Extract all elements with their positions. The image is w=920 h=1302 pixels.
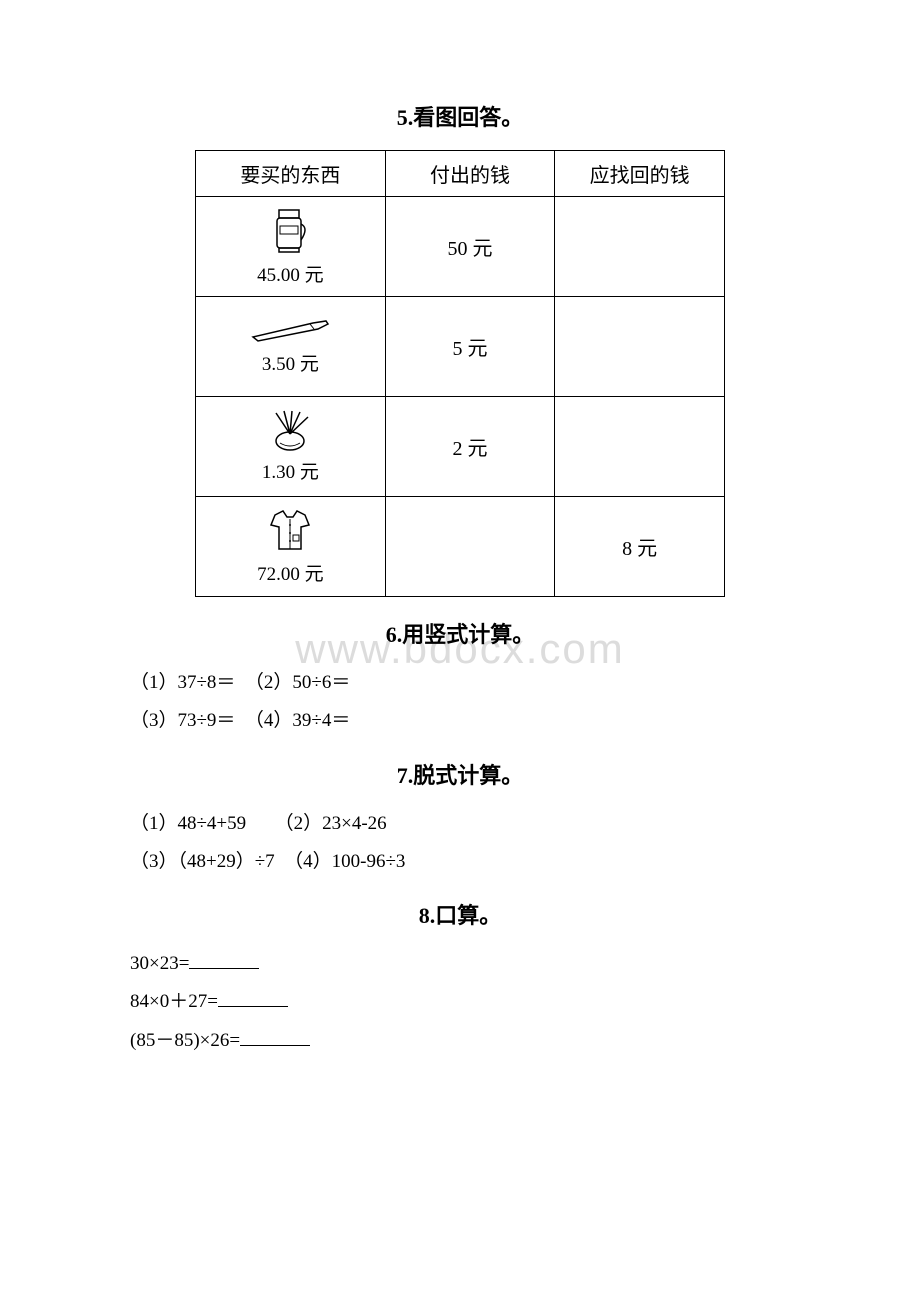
col-header-change: 应找回的钱 [555,151,725,197]
blank-line [189,951,259,969]
section-7-title: 7.脱式计算。 [130,758,790,790]
shopping-table-wrap: 要买的东西 付出的钱 应找回的钱 45.00 元 [130,150,790,597]
s8-item-2: 84×0＋27= [130,986,790,1018]
item-cell-mug: 45.00 元 [196,197,386,297]
s8-expr-3: (85－85)×26= [130,1030,240,1051]
s8-item-1: 30×23= [130,948,790,980]
col-header-item: 要买的东西 [196,151,386,197]
s8-item-3: (85－85)×26= [130,1025,790,1057]
item-price-label: 1.30 元 [262,457,319,484]
change-cell [555,197,725,297]
pen-icon [248,317,333,345]
table-row: 45.00 元 50 元 [196,197,725,297]
s7-line-2: （3）（48+29）÷7 （4）100-96÷3 [130,846,790,878]
s8-expr-2: 84×0＋27= [130,991,218,1012]
s6-line-1: （1）37÷8＝ （2）50÷6＝ [130,667,790,699]
item-cell-shirt: 72.00 元 [196,497,386,597]
s8-expr-1: 30×23= [130,953,189,974]
page-content: 5.看图回答。 要买的东西 付出的钱 应找回的钱 [130,100,790,1057]
table-row: 3.50 元 5 元 [196,297,725,397]
section-6-title: 6.用竖式计算。 [130,617,790,649]
col-header-paid: 付出的钱 [385,151,555,197]
item-cell-veg: 1.30 元 [196,397,386,497]
paid-cell [385,497,555,597]
change-cell [555,297,725,397]
item-price-label: 72.00 元 [257,559,324,586]
table-row: 1.30 元 2 元 [196,397,725,497]
s7-line-1: （1）48÷4+59 （2）23×4-26 [130,808,790,840]
table-header-row: 要买的东西 付出的钱 应找回的钱 [196,151,725,197]
blank-line [240,1028,310,1046]
table-row: 72.00 元 8 元 [196,497,725,597]
paid-cell: 2 元 [385,397,555,497]
section-8-title: 8.口算。 [130,898,790,930]
section-5-title: 5.看图回答。 [130,100,790,132]
blank-line [218,989,288,1007]
vegetable-icon [262,409,318,453]
s6-line-2: （3）73÷9＝ （4）39÷4＝ [130,705,790,737]
shopping-table: 要买的东西 付出的钱 应找回的钱 45.00 元 [195,150,725,597]
paid-cell: 50 元 [385,197,555,297]
mug-icon [269,206,311,256]
change-cell: 8 元 [555,497,725,597]
change-cell [555,397,725,497]
item-price-label: 45.00 元 [257,260,324,287]
item-cell-pen: 3.50 元 [196,297,386,397]
item-price-label: 3.50 元 [262,349,319,376]
paid-cell: 5 元 [385,297,555,397]
shirt-icon [265,507,315,555]
